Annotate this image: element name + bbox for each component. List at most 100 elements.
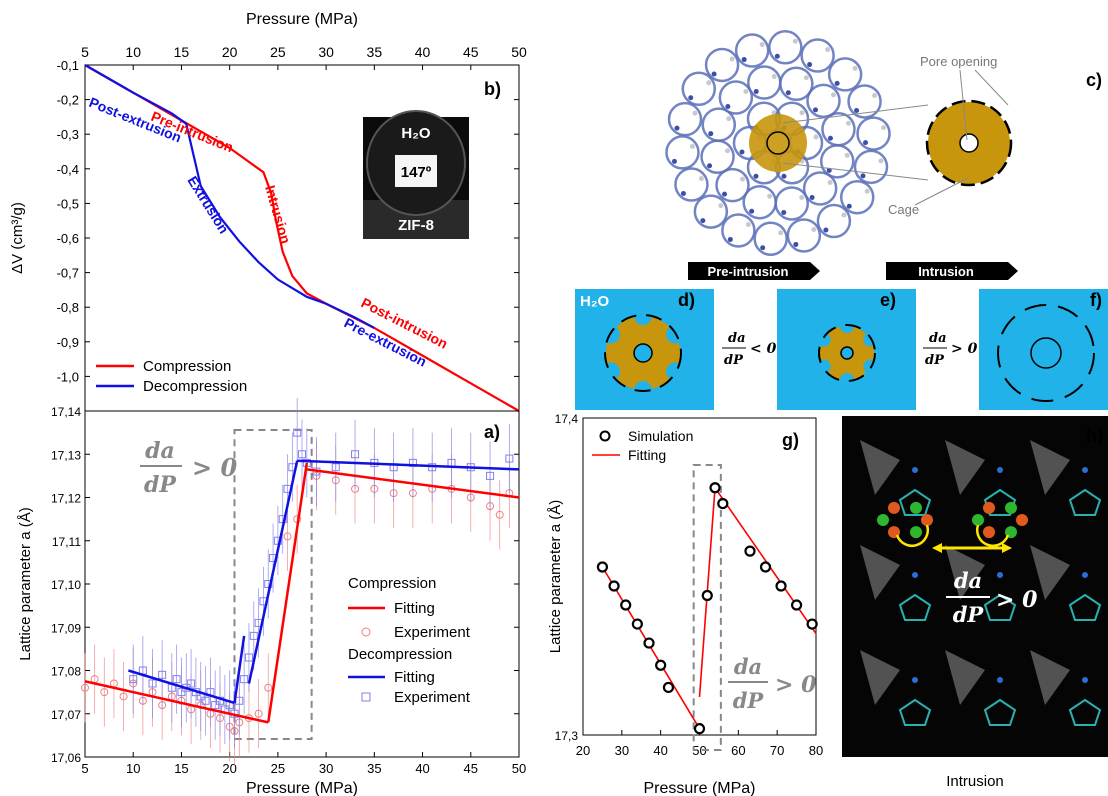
cage-f-outline xyxy=(997,304,1095,402)
simulation-point xyxy=(608,580,620,592)
simulation-point xyxy=(693,723,706,735)
linker-atom xyxy=(1005,501,1017,514)
data-point-compression xyxy=(119,692,128,701)
framework-ring xyxy=(753,221,788,256)
x-tick-label: 25 xyxy=(271,761,285,776)
framework-atom xyxy=(854,107,860,113)
framework-ring xyxy=(768,30,803,65)
framework-atom xyxy=(881,125,887,131)
data-point-decompression xyxy=(201,696,210,705)
y-tick-label: -0,2 xyxy=(57,93,79,108)
cage-pointer xyxy=(914,177,969,206)
pre-intrusion-arrow xyxy=(688,262,820,280)
y-tick-label: -0,4 xyxy=(57,162,79,177)
data-point-decompression xyxy=(158,670,167,679)
fit-line xyxy=(714,487,817,635)
intrusion-arrow xyxy=(886,262,1018,280)
linker-atom xyxy=(910,526,922,539)
data-point-compression xyxy=(264,683,273,692)
y-tick-label: -0,7 xyxy=(57,266,79,281)
simulation-point xyxy=(631,618,643,630)
x-tick-label: 15 xyxy=(174,44,190,60)
inset-angle-label: 147º xyxy=(401,164,432,181)
x-tick-label: 5 xyxy=(81,44,89,60)
framework-atom xyxy=(680,191,686,197)
simulation-point xyxy=(806,618,818,630)
legend-swatch xyxy=(361,692,371,702)
nitrogen-atom xyxy=(912,467,918,473)
central-cage xyxy=(749,114,807,172)
legend-label: Compression xyxy=(143,358,231,375)
x-tick-label: 45 xyxy=(463,44,479,60)
framework-atom xyxy=(823,227,829,233)
framework-ring xyxy=(718,80,754,115)
framework-atom xyxy=(803,75,809,81)
panel-h-caption: Intrusion xyxy=(946,773,1004,790)
x-tick-label: 30 xyxy=(615,743,629,758)
linker-atom xyxy=(983,501,995,514)
x-tick-label: 20 xyxy=(576,743,590,758)
framework-atom xyxy=(708,131,714,137)
data-point-decompression xyxy=(505,454,514,463)
framework-atom xyxy=(711,71,717,77)
y-tick-label: 17,10 xyxy=(51,578,81,592)
framework-atom xyxy=(707,163,713,169)
data-point-compression xyxy=(283,532,292,541)
imidazolate-ring xyxy=(1068,593,1102,621)
imidazolate-ring xyxy=(1068,488,1102,516)
cage-d-notch xyxy=(634,307,652,325)
x-tick-label: 10 xyxy=(125,44,141,60)
rel-h-num: da xyxy=(954,568,982,593)
y-tick-label: -0,9 xyxy=(57,335,79,350)
framework-atom xyxy=(778,230,784,236)
x-tick-label: 10 xyxy=(126,761,140,776)
legend-swatch xyxy=(361,627,371,637)
data-point-decompression xyxy=(244,653,253,662)
data-point-compression xyxy=(254,709,263,718)
framework-ring xyxy=(665,135,700,170)
framework-atom xyxy=(692,110,698,116)
cage-e-notch xyxy=(816,332,831,347)
framework-atom xyxy=(785,90,791,96)
framework-atom xyxy=(759,42,765,48)
data-point-decompression xyxy=(240,675,249,684)
framework-atom xyxy=(745,221,751,227)
framework-ring xyxy=(721,213,756,248)
y-axis-title: Lattice parameter a (Å) xyxy=(547,500,564,653)
cage-d-notch xyxy=(666,325,685,344)
tetrahedron xyxy=(1030,650,1070,705)
y-tick-label: 17,11 xyxy=(52,535,81,549)
data-point-decompression xyxy=(172,675,181,684)
panel-a-chart: 5 10 15 20 25 30 35 40 45 50 Pressure (MPa) 17,06 17… xyxy=(17,398,526,796)
nitrogen-atom xyxy=(912,677,918,683)
water-label: H₂O xyxy=(580,293,609,310)
series-line-decompression xyxy=(84,64,375,329)
y-tick-label: 17,14 xyxy=(51,405,81,419)
panel-label-d: d) xyxy=(678,290,695,310)
y-tick-label: 17,3 xyxy=(555,729,579,743)
droplet-highlight xyxy=(395,155,437,187)
framework-atom xyxy=(781,209,787,215)
rel-ef-num: da xyxy=(929,331,947,346)
inset-solid-label: ZIF-8 xyxy=(398,217,434,234)
simulation-point xyxy=(620,599,632,611)
illustrations: Pore opening Cage c) Pre-intrusion Intrusion… xyxy=(575,30,1108,790)
framework-atom xyxy=(812,107,818,113)
x-tick-label: 60 xyxy=(731,743,745,758)
framework-atom xyxy=(753,89,759,95)
cage-e-notch xyxy=(863,332,878,347)
highlight-box xyxy=(233,429,313,740)
nitrogen-atom xyxy=(1082,467,1088,473)
framework-atom xyxy=(729,56,735,62)
framework-ring xyxy=(802,171,838,206)
x-tick-label: 20 xyxy=(222,44,238,60)
annotation-dP: dP xyxy=(144,472,177,498)
framework-atom xyxy=(671,158,677,164)
fit-line xyxy=(233,635,246,704)
framework-atom xyxy=(674,125,680,131)
framework-ring xyxy=(674,167,709,202)
y-tick-label: 17,07 xyxy=(51,708,81,722)
tetrahedron xyxy=(1030,440,1070,495)
simulation-point xyxy=(643,637,655,649)
fit-line xyxy=(297,459,520,471)
